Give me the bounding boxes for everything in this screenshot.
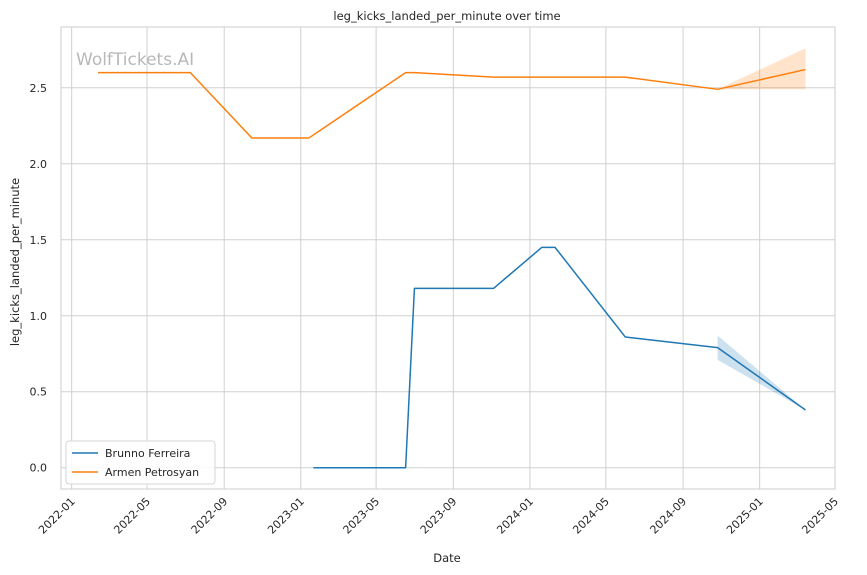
series-lines <box>98 68 806 469</box>
chart-title: leg_kicks_landed_per_minute over time <box>333 9 560 23</box>
legend: Brunno Ferreira Armen Petrosyan <box>65 440 216 485</box>
legend-label-armen-petrosyan: Armen Petrosyan <box>105 466 199 479</box>
y-axis-ticks: 0.0 0.5 1.0 1.5 2.0 2.5 <box>30 82 48 475</box>
y-tick-label: 0.5 <box>30 386 48 399</box>
y-tick-label: 1.5 <box>30 234 48 247</box>
y-tick-label: 2.0 <box>30 158 48 171</box>
confidence-band-armen-petrosyan <box>717 48 806 90</box>
plot-frame <box>60 26 836 490</box>
confidence-band-brunno-ferreira <box>717 335 806 410</box>
legend-box <box>65 440 216 485</box>
series-line-brunno-ferreira <box>313 246 806 469</box>
series-line-armen-petrosyan <box>98 68 806 139</box>
y-tick-label: 0.0 <box>30 462 48 475</box>
legend-label-brunno-ferreira: Brunno Ferreira <box>105 447 190 460</box>
watermark-text: WolfTickets.AI <box>76 50 194 70</box>
x-axis-label: Date <box>433 551 461 565</box>
y-tick-label: 1.0 <box>30 310 48 323</box>
confidence-bands <box>717 48 806 410</box>
y-tick-label: 2.5 <box>30 82 48 95</box>
y-axis-label: leg_kicks_landed_per_minute <box>8 178 22 346</box>
